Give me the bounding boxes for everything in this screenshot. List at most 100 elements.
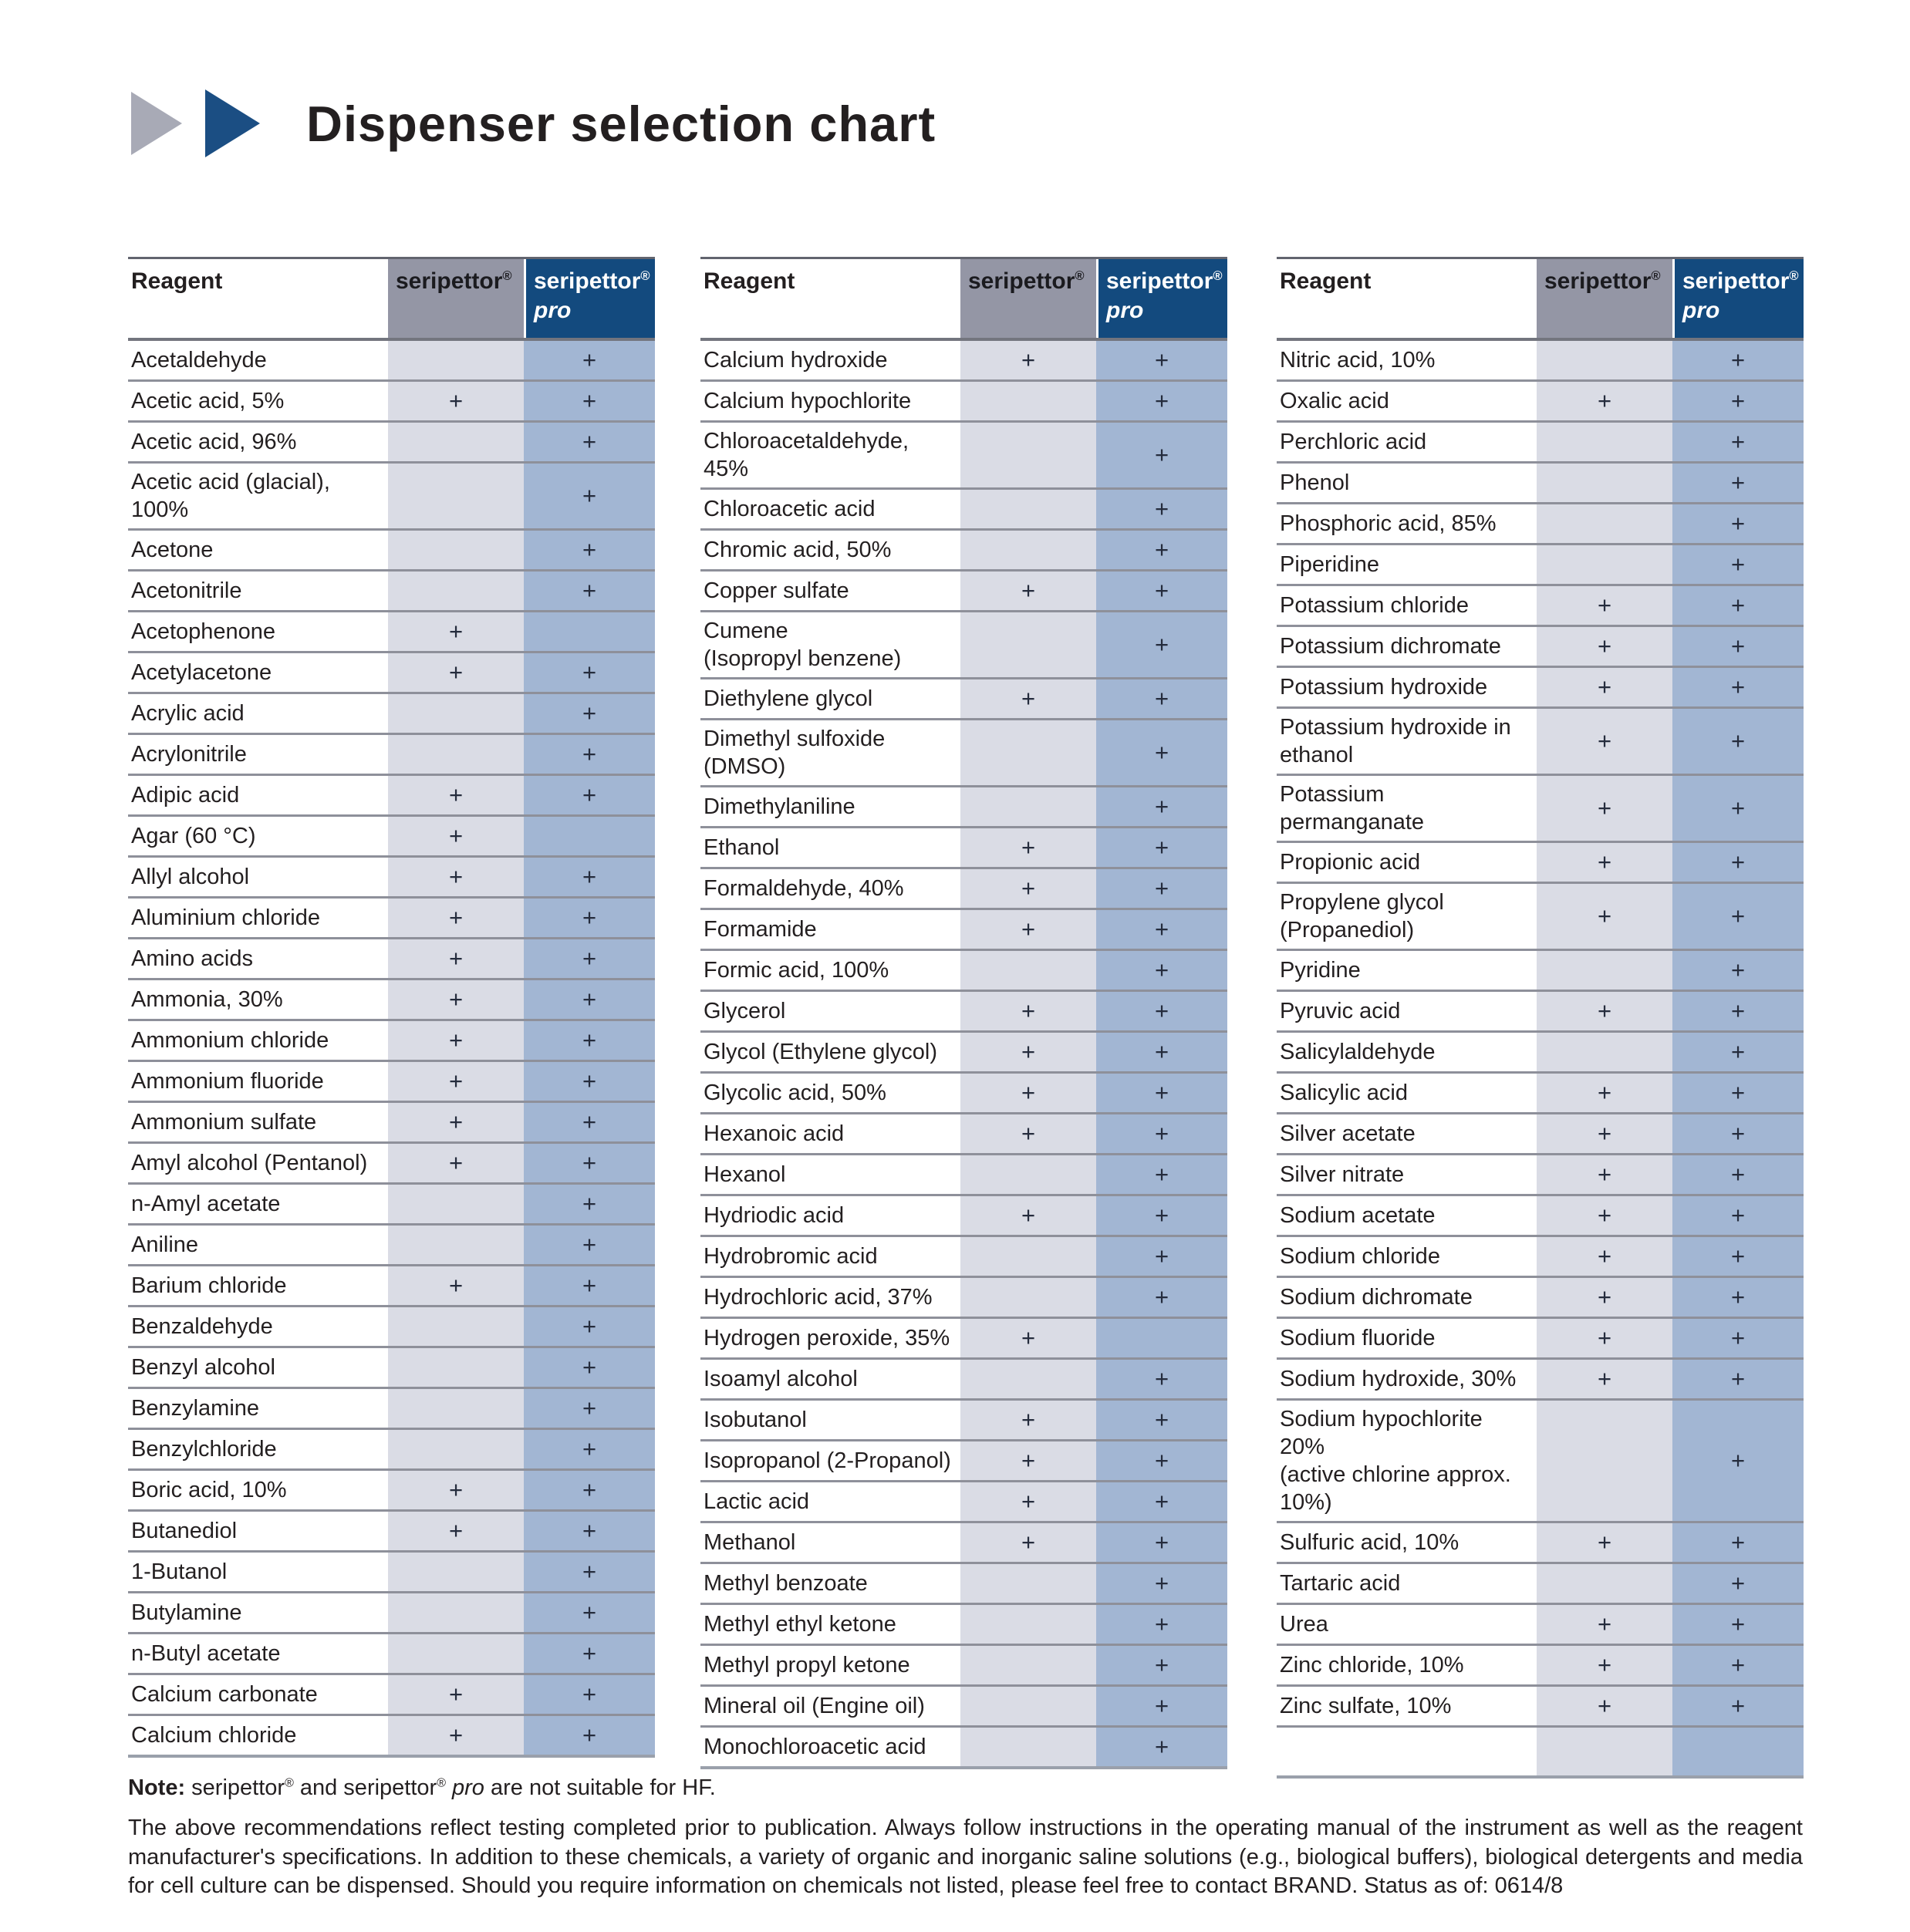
table-row: Monochloroacetic acid + xyxy=(700,1728,1227,1769)
reagent-name: Acrylic acid xyxy=(128,694,388,733)
seripettor-cell xyxy=(1537,341,1672,379)
reagent-name: Formaldehyde, 40% xyxy=(700,869,960,908)
seripettor-cell: + xyxy=(1537,1155,1672,1194)
reagent-name: Ammonium fluoride xyxy=(128,1062,388,1101)
table-row: Barium chloride + + xyxy=(128,1266,655,1307)
seripettor-cell: + xyxy=(960,1523,1096,1562)
reagent-name: Sodium dichromate xyxy=(1277,1278,1537,1317)
seripettor-cell xyxy=(960,1564,1096,1603)
table-row: Sodium acetate + + xyxy=(1277,1196,1804,1237)
table-row: Butanediol + + xyxy=(128,1512,655,1553)
reagent-name: Sulfuric acid, 10% xyxy=(1277,1523,1537,1562)
seripettor-cell: + xyxy=(1537,382,1672,420)
reagent-name: Acetic acid (glacial), 100% xyxy=(128,464,388,528)
chevron-gray-icon xyxy=(131,92,182,155)
reagent-name: Amino acids xyxy=(128,939,388,978)
reagent-name: Chloroacetic acid xyxy=(700,490,960,528)
reagent-name: Silver nitrate xyxy=(1277,1155,1537,1194)
seripettor-pro-cell: + xyxy=(524,735,655,774)
seripettor-pro-cell: + xyxy=(524,694,655,733)
seripettor-cell xyxy=(388,423,524,461)
table-row: Chloroacetic acid + xyxy=(700,490,1227,531)
seripettor-cell: + xyxy=(388,1675,524,1714)
seripettor-pro-cell: + xyxy=(1672,1564,1804,1603)
reagent-name: Formic acid, 100% xyxy=(700,951,960,990)
seripettor-pro-cell: + xyxy=(1096,531,1227,569)
reagent-name: Ammonium chloride xyxy=(128,1021,388,1060)
seripettor-cell: + xyxy=(388,1144,524,1182)
seripettor-cell xyxy=(960,1237,1096,1276)
reagent-name: Propylene glycol (Propanediol) xyxy=(1277,884,1537,949)
seripettor-pro-cell: + xyxy=(1672,1523,1804,1562)
seripettor-cell xyxy=(960,951,1096,990)
seripettor-pro-cell: + xyxy=(1096,1196,1227,1235)
seripettor-cell: + xyxy=(960,1482,1096,1521)
seripettor-cell: + xyxy=(1537,668,1672,706)
seripettor-cell: + xyxy=(388,1062,524,1101)
seripettor-pro-cell: + xyxy=(1096,612,1227,677)
seripettor-cell: + xyxy=(1537,1196,1672,1235)
reagent-name: Potassium chloride xyxy=(1277,586,1537,625)
seripettor-pro-cell: + xyxy=(1672,843,1804,882)
table-body: Calcium hydroxide + + Calcium hypochlori… xyxy=(700,341,1227,1769)
seripettor-cell: + xyxy=(388,653,524,692)
table-row: Isopropanol (2-Propanol) + + xyxy=(700,1441,1227,1482)
reagent-name: Benzylchloride xyxy=(128,1430,388,1468)
table-row: Chloroacetaldehyde, 45% + xyxy=(700,423,1227,490)
reagent-name: Benzylamine xyxy=(128,1389,388,1428)
reagent-name: Aniline xyxy=(128,1226,388,1264)
reagent-name: Butylamine xyxy=(128,1593,388,1632)
table-row: Methyl ethyl ketone + xyxy=(700,1605,1227,1646)
seripettor-pro-cell: + xyxy=(1672,1237,1804,1276)
seripettor-cell xyxy=(960,382,1096,420)
table-row: Pyridine + xyxy=(1277,951,1804,992)
reagent-name: Boric acid, 10% xyxy=(128,1471,388,1509)
seripettor-cell xyxy=(1537,1728,1672,1775)
reagent-name: Acetic acid, 5% xyxy=(128,382,388,420)
table-row: Salicylaldehyde + xyxy=(1277,1033,1804,1074)
seripettor-pro-cell: + xyxy=(524,464,655,528)
table-row: Perchloric acid + xyxy=(1277,423,1804,464)
seripettor-pro-cell: + xyxy=(1672,1196,1804,1235)
table-row: Salicylic acid + + xyxy=(1277,1074,1804,1114)
seripettor-pro-cell: + xyxy=(1096,572,1227,610)
table-row: n-Butyl acetate + xyxy=(128,1634,655,1675)
reagent-name: Allyl alcohol xyxy=(128,858,388,896)
table-row: Potassium permanganate + + xyxy=(1277,776,1804,843)
table-row: Ammonium fluoride + + xyxy=(128,1062,655,1103)
seripettor-cell xyxy=(960,720,1096,785)
table-row: Dimethyl sulfoxide (DMSO) + xyxy=(700,720,1227,787)
reagent-name: Calcium hypochlorite xyxy=(700,382,960,420)
seripettor-cell xyxy=(1537,423,1672,461)
seripettor-cell: + xyxy=(960,828,1096,867)
reagent-name: Methyl ethyl ketone xyxy=(700,1605,960,1644)
table-row: Ethanol + + xyxy=(700,828,1227,869)
seripettor-pro-cell xyxy=(1096,1319,1227,1357)
seripettor-pro-cell: + xyxy=(524,382,655,420)
seripettor-pro-cell: + xyxy=(524,1185,655,1223)
table-header: Reagent seripettor® seripettor® pro xyxy=(1277,259,1804,341)
footer-paragraph: The above recommendations reflect testin… xyxy=(128,1816,1803,1898)
reagent-name: 1-Butanol xyxy=(128,1553,388,1591)
seripettor-cell xyxy=(1537,504,1672,543)
table-row: Propionic acid + + xyxy=(1277,843,1804,884)
seripettor-cell: + xyxy=(388,980,524,1019)
note-part: are not suitable for HF. xyxy=(484,1775,716,1800)
seripettor-cell xyxy=(388,464,524,528)
reagent-name: Perchloric acid xyxy=(1277,423,1537,461)
seripettor-cell xyxy=(388,1593,524,1632)
table-row: Sodium hydroxide, 30% + + xyxy=(1277,1360,1804,1401)
seripettor-pro-cell: + xyxy=(1672,668,1804,706)
table-row: Adipic acid + + xyxy=(128,776,655,817)
seripettor-cell xyxy=(960,787,1096,826)
seripettor-cell: + xyxy=(388,858,524,896)
seripettor-pro-cell: + xyxy=(1096,951,1227,990)
table-body: Nitric acid, 10% + Oxalic acid + + Perch… xyxy=(1277,341,1804,1779)
seripettor-pro-cell: + xyxy=(524,1062,655,1101)
seripettor-cell xyxy=(388,1307,524,1346)
seripettor-pro-cell: + xyxy=(1672,884,1804,949)
seripettor-pro-cell: + xyxy=(1672,709,1804,774)
table-row: Benzylamine + xyxy=(128,1389,655,1430)
seripettor-cell xyxy=(1537,1033,1672,1071)
table-row: Sodium chloride + + xyxy=(1277,1237,1804,1278)
